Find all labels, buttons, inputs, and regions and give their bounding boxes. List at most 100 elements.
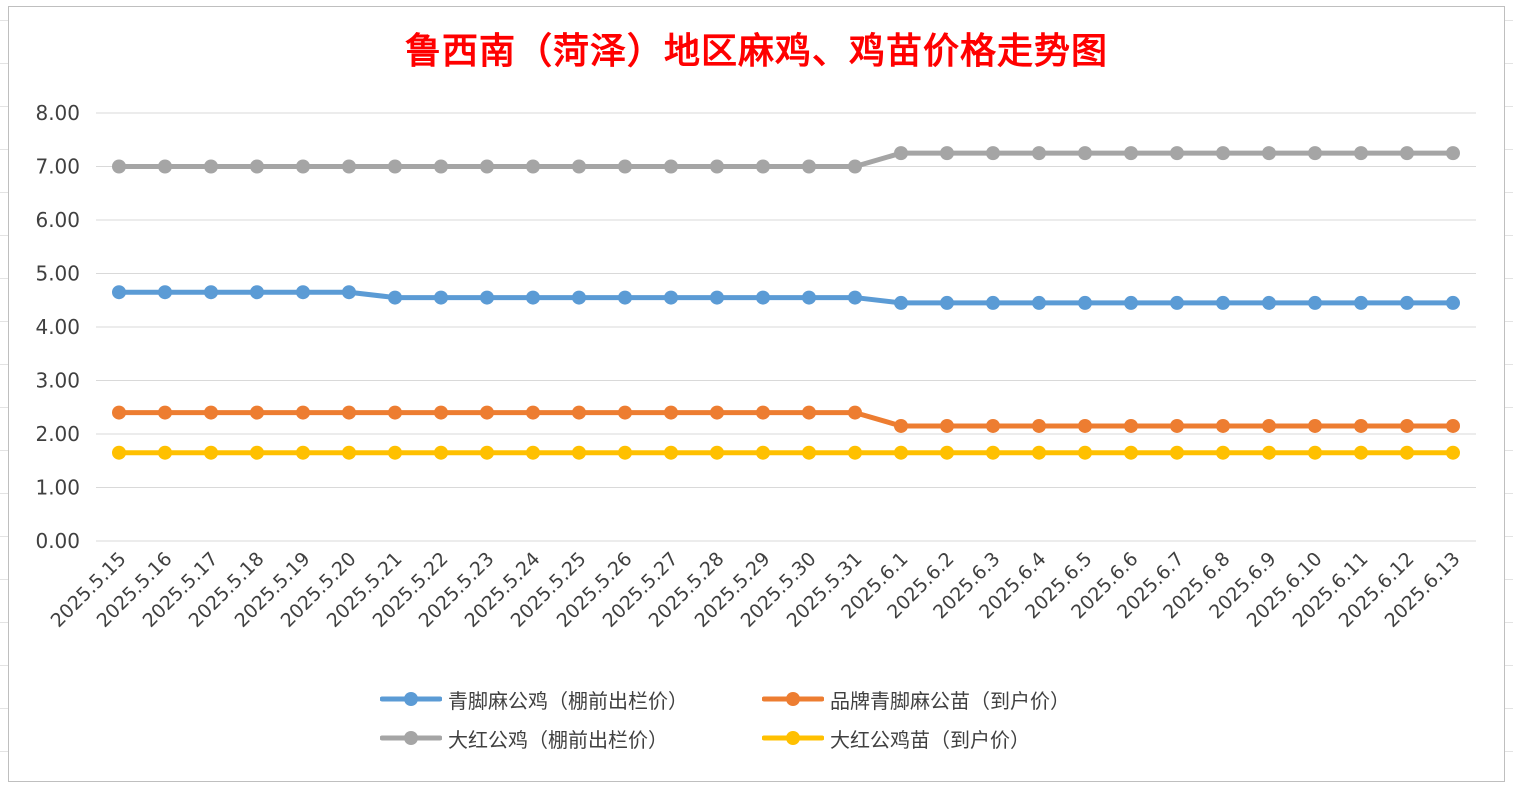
data-point[interactable] (894, 445, 908, 460)
data-point[interactable] (572, 445, 586, 460)
data-point[interactable] (434, 290, 448, 305)
data-point[interactable] (1032, 445, 1046, 460)
data-point[interactable] (434, 445, 448, 460)
data-point[interactable] (388, 290, 402, 305)
data-point[interactable] (342, 405, 356, 420)
data-point[interactable] (1354, 418, 1368, 433)
data-point[interactable] (756, 405, 770, 420)
data-point[interactable] (526, 445, 540, 460)
data-point[interactable] (434, 159, 448, 174)
data-point[interactable] (1308, 445, 1322, 460)
data-point[interactable] (342, 159, 356, 174)
data-point[interactable] (112, 445, 126, 460)
data-point[interactable] (1354, 445, 1368, 460)
data-point[interactable] (572, 405, 586, 420)
data-point[interactable] (1262, 445, 1276, 460)
data-point[interactable] (296, 405, 310, 420)
data-point[interactable] (664, 159, 678, 174)
data-point[interactable] (848, 445, 862, 460)
data-point[interactable] (1400, 146, 1414, 161)
data-point[interactable] (756, 159, 770, 174)
data-point[interactable] (1124, 418, 1138, 433)
data-point[interactable] (250, 285, 264, 300)
data-point[interactable] (756, 445, 770, 460)
data-point[interactable] (1400, 295, 1414, 310)
data-point[interactable] (848, 405, 862, 420)
data-point[interactable] (1032, 295, 1046, 310)
data-point[interactable] (112, 285, 126, 300)
data-point[interactable] (296, 159, 310, 174)
data-point[interactable] (986, 445, 1000, 460)
data-point[interactable] (940, 146, 954, 161)
data-point[interactable] (1078, 445, 1092, 460)
data-point[interactable] (204, 445, 218, 460)
data-point[interactable] (756, 290, 770, 305)
data-point[interactable] (434, 405, 448, 420)
data-point[interactable] (480, 405, 494, 420)
data-point[interactable] (1308, 295, 1322, 310)
data-point[interactable] (480, 159, 494, 174)
data-point[interactable] (940, 418, 954, 433)
data-point[interactable] (1216, 418, 1230, 433)
data-point[interactable] (1124, 445, 1138, 460)
data-point[interactable] (802, 290, 816, 305)
data-point[interactable] (250, 159, 264, 174)
data-point[interactable] (1446, 295, 1460, 310)
data-point[interactable] (158, 405, 172, 420)
data-point[interactable] (388, 405, 402, 420)
data-point[interactable] (1170, 295, 1184, 310)
data-point[interactable] (1262, 146, 1276, 161)
data-point[interactable] (1446, 445, 1460, 460)
data-point[interactable] (572, 159, 586, 174)
data-point[interactable] (848, 159, 862, 174)
data-point[interactable] (1078, 295, 1092, 310)
data-point[interactable] (204, 159, 218, 174)
data-point[interactable] (710, 159, 724, 174)
data-point[interactable] (1262, 418, 1276, 433)
data-point[interactable] (618, 159, 632, 174)
data-point[interactable] (250, 405, 264, 420)
data-point[interactable] (664, 290, 678, 305)
data-point[interactable] (112, 159, 126, 174)
data-point[interactable] (1446, 418, 1460, 433)
data-point[interactable] (158, 285, 172, 300)
data-point[interactable] (1078, 418, 1092, 433)
data-point[interactable] (802, 405, 816, 420)
data-point[interactable] (894, 295, 908, 310)
data-point[interactable] (526, 159, 540, 174)
data-point[interactable] (1216, 146, 1230, 161)
data-point[interactable] (388, 445, 402, 460)
data-point[interactable] (526, 405, 540, 420)
data-point[interactable] (802, 445, 816, 460)
data-point[interactable] (986, 418, 1000, 433)
data-point[interactable] (1170, 146, 1184, 161)
data-point[interactable] (342, 445, 356, 460)
data-point[interactable] (1308, 418, 1322, 433)
chart-area[interactable] (8, 6, 1505, 782)
data-point[interactable] (1216, 295, 1230, 310)
data-point[interactable] (1078, 146, 1092, 161)
data-point[interactable] (710, 445, 724, 460)
data-point[interactable] (112, 405, 126, 420)
data-point[interactable] (940, 445, 954, 460)
data-point[interactable] (526, 290, 540, 305)
data-point[interactable] (480, 445, 494, 460)
data-point[interactable] (1354, 146, 1368, 161)
data-point[interactable] (710, 405, 724, 420)
data-point[interactable] (204, 285, 218, 300)
data-point[interactable] (480, 290, 494, 305)
data-point[interactable] (342, 285, 356, 300)
data-point[interactable] (250, 445, 264, 460)
data-point[interactable] (894, 146, 908, 161)
data-point[interactable] (572, 290, 586, 305)
data-point[interactable] (664, 405, 678, 420)
data-point[interactable] (618, 405, 632, 420)
data-point[interactable] (618, 445, 632, 460)
data-point[interactable] (296, 285, 310, 300)
data-point[interactable] (1032, 418, 1046, 433)
data-point[interactable] (1170, 445, 1184, 460)
data-point[interactable] (1400, 418, 1414, 433)
data-point[interactable] (618, 290, 632, 305)
data-point[interactable] (986, 295, 1000, 310)
data-point[interactable] (158, 159, 172, 174)
